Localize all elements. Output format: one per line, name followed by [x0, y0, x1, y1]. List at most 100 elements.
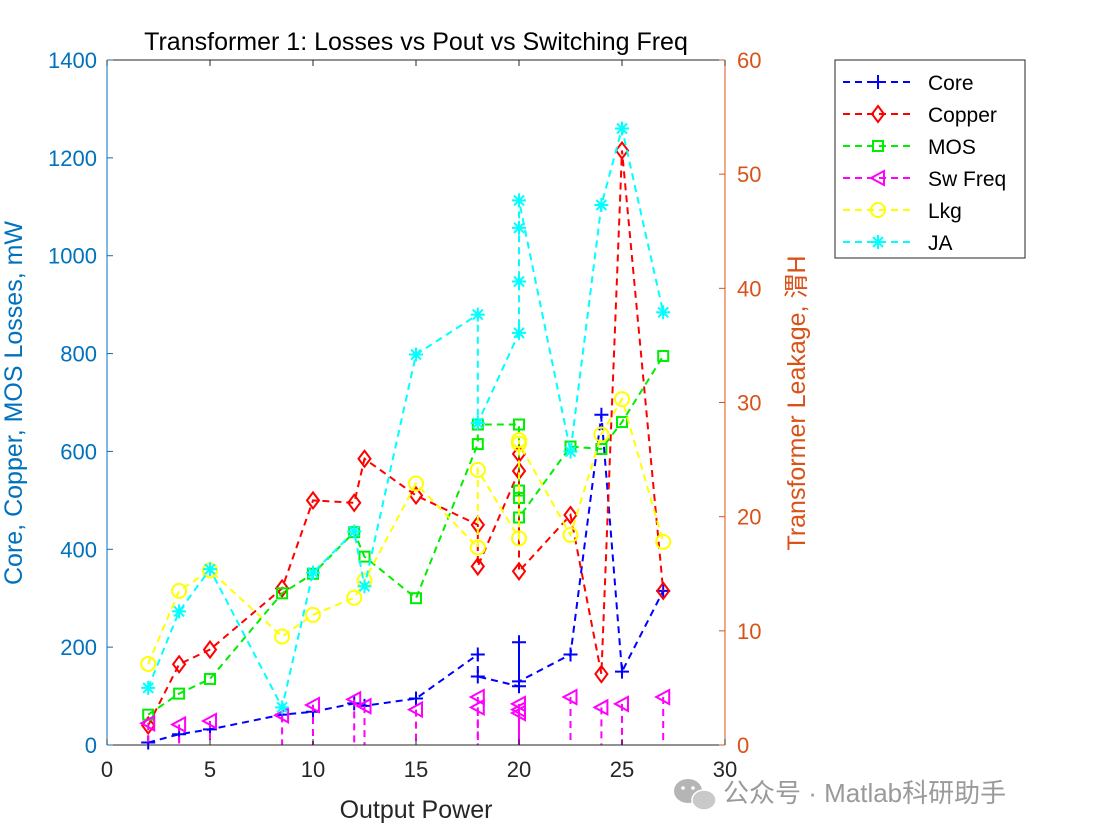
x-tick-label: 5: [204, 757, 216, 782]
watermark: 公众号 · Matlab科研助手: [674, 778, 1006, 811]
x-tick-label: 10: [301, 757, 325, 782]
legend-label: Core: [928, 72, 974, 95]
y-left-tick-label: 400: [60, 537, 97, 562]
data-point: [563, 647, 578, 662]
data-point: [303, 696, 320, 714]
data-point: [275, 700, 290, 715]
data-point: [562, 526, 579, 543]
data-point: [594, 664, 609, 684]
data-point: [202, 639, 218, 660]
data-point: [200, 712, 217, 730]
series-copper: [140, 140, 671, 736]
data-point: [141, 680, 156, 695]
data-point: [470, 416, 485, 431]
data-point: [357, 449, 372, 469]
data-point: [409, 691, 423, 706]
series-core: [141, 407, 671, 750]
data-point: [468, 698, 485, 716]
data-point: [409, 347, 423, 362]
data-point: [615, 664, 629, 679]
watermark-text: 公众号 · Matlab科研助手: [723, 778, 1006, 808]
series-line: [147, 414, 665, 744]
data-point: [357, 579, 372, 594]
legend-marker: [872, 140, 884, 152]
data-point: [305, 606, 321, 623]
data-point: [595, 442, 608, 455]
x-tick-label: 30: [713, 757, 737, 782]
data-point: [509, 700, 526, 719]
y-left-tick-label: 600: [60, 439, 97, 464]
data-point: [346, 589, 363, 606]
x-tick-label: 15: [404, 757, 428, 782]
data-point: [470, 647, 485, 662]
data-point: [274, 628, 291, 645]
legend-entry: JA: [843, 232, 953, 255]
data-point: [306, 565, 320, 580]
series-line: [147, 128, 665, 711]
data-point: [470, 556, 486, 577]
data-point: [563, 505, 578, 525]
series-ja: [141, 121, 671, 715]
y-right-tick-label: 40: [737, 276, 761, 301]
x-axis-label: Output Power: [340, 796, 493, 824]
legend-entry: Core: [843, 72, 974, 95]
data-point: [139, 714, 156, 732]
data-point: [305, 490, 321, 511]
data-point: [274, 578, 290, 599]
data-point: [616, 416, 628, 429]
y-axis-left-label: Core, Copper, MOS Losses, mW: [0, 221, 28, 585]
x-tick-label: 25: [610, 757, 634, 782]
legend-label: Copper: [928, 104, 997, 127]
data-point: [654, 688, 671, 706]
data-point: [512, 274, 526, 289]
legend-entry: MOS: [843, 136, 976, 159]
data-point: [169, 715, 187, 734]
data-point: [657, 350, 670, 363]
data-point: [470, 307, 485, 322]
data-point: [140, 655, 157, 672]
data-point: [355, 697, 372, 715]
legend-marker: [870, 202, 886, 218]
series-mos: [142, 350, 670, 721]
legend-marker: [868, 169, 885, 187]
data-point: [276, 587, 289, 600]
y-right-tick-label: 10: [737, 619, 761, 644]
series-lkg: [140, 391, 672, 672]
y-right-tick-label: 0: [737, 733, 749, 758]
plot-area: [139, 121, 672, 750]
y-axis-right-label: Transformer Leakage, 渭H: [783, 255, 811, 550]
data-point: [470, 669, 485, 684]
data-point: [471, 438, 484, 451]
data-point: [655, 533, 672, 550]
legend-marker: [870, 104, 886, 124]
legend-entry: Copper: [843, 104, 997, 127]
data-point: [655, 581, 671, 601]
y-left-tick-label: 1400: [48, 48, 97, 73]
legend: Core Copper MOS Sw Freq Lkg JA: [834, 59, 1026, 259]
data-point: [615, 121, 629, 136]
data-point: [594, 407, 609, 422]
y-left-tick-label: 1000: [48, 244, 97, 269]
data-point: [512, 635, 526, 650]
legend-label: JA: [928, 232, 953, 255]
legend-label: Sw Freq: [928, 168, 1006, 191]
y-left-tick-label: 1200: [48, 146, 97, 171]
data-point: [406, 700, 423, 719]
data-point: [346, 493, 362, 513]
y-right-tick-label: 20: [737, 505, 761, 530]
data-point: [614, 140, 630, 161]
data-point: [593, 426, 610, 443]
legend-label: Lkg: [928, 200, 962, 223]
y-left-tick-label: 200: [60, 635, 97, 660]
data-point: [358, 550, 371, 563]
y-left-tick-label: 0: [85, 733, 97, 758]
data-point: [204, 672, 216, 685]
y-left-tick-label: 800: [60, 342, 97, 367]
data-point: [172, 604, 187, 619]
data-point: [468, 688, 485, 706]
data-point: [513, 418, 525, 431]
legend-label: MOS: [928, 136, 976, 159]
data-point: [469, 539, 486, 556]
chart-title: Transformer 1: Losses vs Pout vs Switchi…: [144, 28, 688, 56]
